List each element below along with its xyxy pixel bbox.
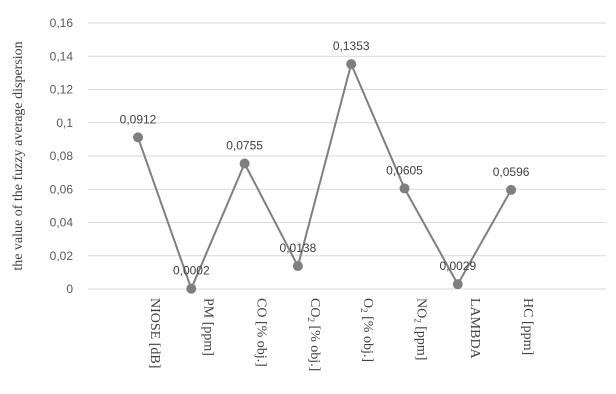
category-subscript: 2	[413, 318, 423, 323]
category-main-text: NO	[414, 298, 429, 318]
category-main-text: CO [% obj.]	[254, 298, 269, 367]
data-label: 0,0912	[120, 112, 157, 126]
y-axis-label: the value of the fuzzy average dispersio…	[11, 41, 26, 270]
data-point	[452, 279, 463, 290]
y-tick-label: 0,08	[50, 149, 74, 163]
data-label: 0,0138	[280, 241, 317, 255]
data-point	[506, 184, 517, 195]
data-point	[133, 132, 143, 143]
y-tick-labels: 0 0,02 0,04 0,06 0,08 0,1 0,12 0,14 0,16	[50, 16, 74, 296]
y-tick-label: 0,1	[56, 116, 73, 130]
series-line	[137, 61, 512, 292]
category-main-text: NIOSE [dB]	[147, 298, 162, 368]
y-tick-label: 0	[66, 282, 73, 296]
gridlines	[88, 22, 606, 290]
y-tick-label: 0,16	[50, 16, 74, 30]
data-label: 0,0002	[173, 264, 210, 278]
category-subscript: 2	[359, 308, 369, 313]
category-main-text: O	[360, 298, 375, 308]
data-markers	[133, 59, 517, 294]
x-category-labels: NIOSE [dB] PM [ppm] CO [% obj.] CO2 [% obj.…	[147, 298, 535, 371]
y-tick-label: 0,04	[50, 216, 74, 230]
data-label: 0,0605	[386, 163, 423, 177]
x-category-label: O2 [% obj.]	[359, 298, 375, 362]
data-point	[292, 261, 303, 272]
category-subscript: 2	[306, 317, 316, 322]
data-labels: 0,0912 0,0002 0,0755 0,0138 0,1353 0,0605 0,00…	[120, 39, 530, 278]
x-category-label: NIOSE [dB]	[147, 298, 162, 368]
y-tick-label: 0,12	[50, 83, 74, 97]
data-label: 0,0596	[493, 165, 530, 179]
series-line-path	[137, 61, 512, 292]
x-category-label: HC [ppm]	[520, 298, 535, 355]
data-label: 0,1353	[333, 39, 370, 53]
category-rest-text: [% obj.]	[360, 313, 375, 362]
data-label: 0,0029	[439, 259, 476, 273]
x-category-label: PM [ppm]	[200, 298, 215, 356]
x-category-label: CO2 [% obj.]	[306, 298, 322, 371]
x-category-label: LAMBDA	[467, 298, 482, 360]
y-tick-label: 0,02	[50, 249, 74, 263]
data-point	[239, 158, 250, 169]
data-label: 0,0755	[226, 138, 263, 152]
data-point	[186, 283, 197, 294]
category-rest-text: [ppm]	[414, 323, 429, 361]
category-main-text: CO	[307, 298, 322, 317]
category-main-text: LAMBDA	[467, 298, 482, 360]
x-category-label: CO [% obj.]	[254, 298, 269, 367]
data-point	[399, 183, 410, 194]
category-rest-text: [% obj.]	[307, 322, 322, 371]
category-main-text: PM [ppm]	[200, 298, 215, 356]
y-tick-label: 0,06	[50, 182, 74, 196]
y-tick-label: 0,14	[50, 49, 74, 63]
data-point	[346, 59, 357, 70]
category-main-text: HC [ppm]	[520, 298, 535, 355]
x-category-label: NO2 [ppm]	[413, 298, 429, 360]
